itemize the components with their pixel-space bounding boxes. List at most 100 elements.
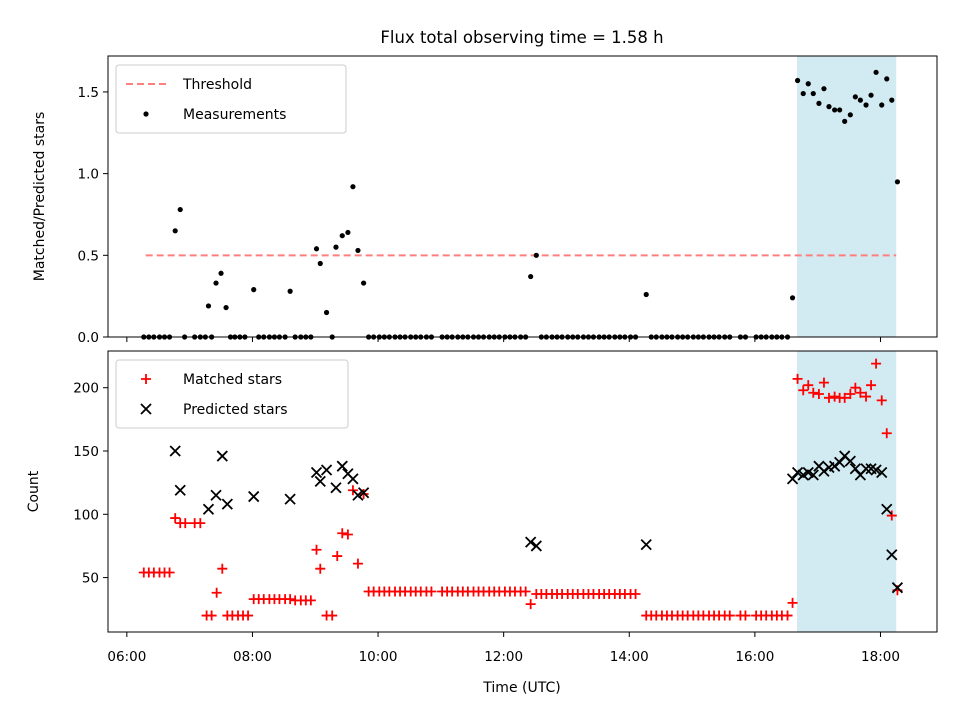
data-point <box>426 586 437 597</box>
data-point <box>528 273 534 280</box>
data-point <box>285 594 296 605</box>
data-point <box>315 563 326 574</box>
data-point <box>876 466 888 479</box>
data-point <box>782 610 793 621</box>
data-point <box>800 90 806 97</box>
x-tick-label: 06:00 <box>107 649 146 665</box>
data-point <box>332 551 343 562</box>
data-point <box>791 466 804 479</box>
data-point <box>879 102 885 108</box>
data-point <box>352 489 364 501</box>
data-point <box>314 475 326 488</box>
data-point <box>217 563 228 574</box>
data-point <box>794 77 801 84</box>
y-tick-label: 150 <box>73 444 99 460</box>
data-point <box>357 487 370 499</box>
series-predicted-stars <box>169 445 904 594</box>
data-point <box>355 247 361 254</box>
legend-marker <box>141 374 151 384</box>
data-point <box>170 513 181 524</box>
x-tick-label: 14:00 <box>610 649 649 665</box>
data-point <box>805 81 811 87</box>
data-point <box>310 466 323 479</box>
data-point <box>287 288 293 294</box>
data-point <box>177 206 183 213</box>
data-point <box>180 518 191 529</box>
data-point <box>211 587 222 598</box>
data-point <box>333 244 339 250</box>
data-point <box>810 90 816 97</box>
count-panel: 50 100 150 200 Count Matched stars Predicted s… <box>26 350 938 637</box>
y-tick-label: 0.5 <box>78 248 99 264</box>
data-point <box>847 112 853 118</box>
data-point <box>829 391 840 402</box>
y-tick-label: 200 <box>73 381 99 397</box>
data-point <box>169 445 181 457</box>
data-point <box>313 246 320 252</box>
data-point <box>808 387 819 398</box>
ratio-panel: 0.0 0.5 1.0 1.5 Matched/Predicted stars Thres… <box>32 55 938 346</box>
data-point <box>218 270 224 276</box>
data-point <box>350 184 356 190</box>
data-point <box>837 107 843 113</box>
plot-frame <box>107 350 938 633</box>
data-point <box>352 558 363 569</box>
plot-frame <box>107 55 938 338</box>
data-point <box>863 102 869 108</box>
data-point <box>174 484 186 496</box>
data-point <box>216 450 228 462</box>
data-point <box>525 536 537 548</box>
chart-title: Flux total observing time = 1.58 h <box>380 28 663 47</box>
data-point <box>223 304 229 311</box>
data-point <box>530 540 542 552</box>
data-point <box>172 228 178 234</box>
data-point <box>834 456 846 469</box>
data-point <box>195 518 206 529</box>
data-point <box>886 549 898 561</box>
data-point <box>861 391 872 402</box>
data-point <box>823 392 834 403</box>
x-tick-label: 18:00 <box>861 649 900 665</box>
data-point <box>807 469 819 481</box>
data-point <box>336 460 348 472</box>
legend-label: Threshold <box>182 77 252 93</box>
legend-box <box>115 359 349 429</box>
legend: Matched stars Predicted stars <box>115 359 349 429</box>
data-point <box>786 473 799 485</box>
data-point <box>868 92 874 98</box>
data-point <box>803 380 814 391</box>
data-point <box>860 463 872 475</box>
data-point <box>525 599 536 610</box>
data-point <box>533 252 539 258</box>
legend-box <box>115 64 347 134</box>
data-point <box>881 428 892 439</box>
y-axis-label: Count <box>26 470 42 512</box>
y-tick-label: 50 <box>82 571 99 587</box>
data-point <box>305 595 316 606</box>
data-point <box>850 382 861 393</box>
data-point <box>248 490 260 503</box>
data-point <box>789 295 796 301</box>
data-point <box>221 498 233 510</box>
data-point <box>339 233 345 239</box>
data-point <box>792 373 803 384</box>
data-point <box>164 567 175 578</box>
y-axis-label: Matched/Predicted stars <box>32 112 48 282</box>
data-point <box>347 485 358 496</box>
data-point <box>844 455 856 467</box>
data-point <box>724 610 735 621</box>
x-tick-label: 12:00 <box>484 649 523 665</box>
x-tick-label: 08:00 <box>233 649 272 665</box>
data-point <box>342 529 353 540</box>
x-axis-label: Time (UTC) <box>482 680 560 696</box>
data-point <box>251 287 257 293</box>
data-point <box>330 482 342 494</box>
legend-marker <box>140 403 152 415</box>
legend-label: Matched stars <box>183 372 282 388</box>
data-point <box>347 473 359 485</box>
y-tick-label: 0.0 <box>78 330 99 346</box>
data-point <box>842 118 848 124</box>
data-point <box>284 493 296 505</box>
data-point <box>857 97 863 103</box>
